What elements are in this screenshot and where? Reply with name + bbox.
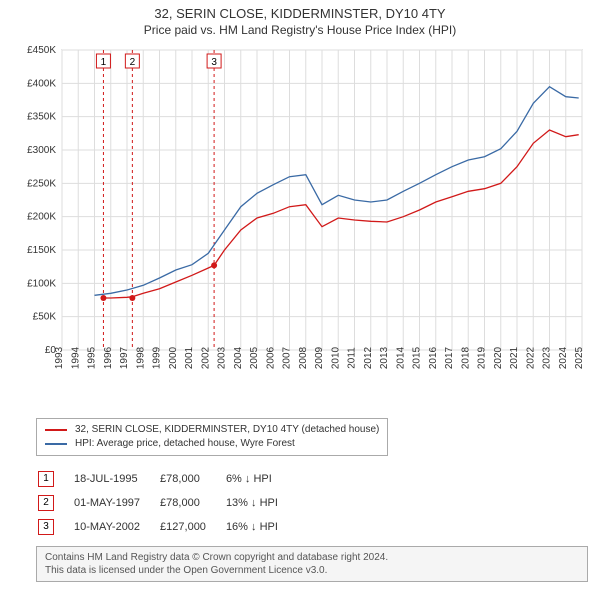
x-tick-label: 1995 (87, 346, 98, 369)
sale-marker-cell-vs-hpi: 13% ↓ HPI (226, 492, 296, 514)
sale-marker-cell-date: 01-MAY-1997 (74, 492, 158, 514)
x-tick-label: 2006 (265, 346, 276, 369)
title-area: 32, SERIN CLOSE, KIDDERMINSTER, DY10 4TY… (0, 0, 600, 38)
y-tick-label: £50K (33, 312, 57, 323)
x-tick-label: 1996 (103, 346, 114, 369)
y-tick-label: £450K (27, 45, 56, 56)
footer-line-2: This data is licensed under the Open Gov… (45, 564, 579, 577)
x-tick-label: 1999 (152, 346, 163, 369)
sale-marker-row: 1 18-JUL-1995£78,0006% ↓ HPI (38, 468, 296, 490)
sale-marker-cell-vs-hpi: 6% ↓ HPI (226, 468, 296, 490)
sale-marker-badge-number: 2 (130, 57, 136, 68)
legend-label: 32, SERIN CLOSE, KIDDERMINSTER, DY10 4TY… (75, 423, 379, 437)
sale-markers-table: 1 18-JUL-1995£78,0006% ↓ HPI 2 01-MAY-1997£… (36, 466, 298, 540)
sale-marker-point (100, 295, 106, 301)
x-tick-label: 2017 (444, 346, 455, 369)
chart-svg: £0£50K£100K£150K£200K£250K£300K£350K£400… (12, 44, 588, 404)
x-tick-label: 2001 (184, 346, 195, 369)
x-tick-label: 1998 (135, 346, 146, 369)
sale-marker-badge: 3 (38, 519, 54, 535)
x-tick-label: 2023 (542, 346, 553, 369)
x-tick-label: 2012 (363, 346, 374, 369)
legend: 32, SERIN CLOSE, KIDDERMINSTER, DY10 4TY… (36, 418, 388, 456)
x-tick-label: 2000 (168, 346, 179, 369)
sale-marker-cell-price: £78,000 (160, 468, 224, 490)
x-tick-label: 2014 (395, 346, 406, 369)
x-tick-label: 2011 (347, 347, 358, 369)
y-tick-label: £100K (27, 278, 56, 289)
y-tick-label: £350K (27, 112, 56, 123)
legend-swatch (45, 429, 67, 431)
legend-swatch (45, 443, 67, 445)
legend-label: HPI: Average price, detached house, Wyre… (75, 437, 295, 451)
x-tick-label: 2015 (412, 346, 423, 369)
sale-marker-cell-badge: 3 (38, 516, 72, 538)
x-tick-label: 1994 (70, 346, 81, 369)
y-tick-label: £250K (27, 178, 56, 189)
sale-marker-badge-number: 3 (211, 57, 217, 68)
footer-line-1: Contains HM Land Registry data © Crown c… (45, 551, 579, 564)
x-tick-label: 2004 (233, 346, 244, 369)
x-tick-label: 1993 (54, 346, 65, 369)
x-tick-label: 2020 (493, 346, 504, 369)
x-tick-label: 2013 (379, 346, 390, 369)
sale-marker-cell-vs-hpi: 16% ↓ HPI (226, 516, 296, 538)
chart-area: £0£50K£100K£150K£200K£250K£300K£350K£400… (12, 44, 588, 404)
sale-marker-cell-date: 18-JUL-1995 (74, 468, 158, 490)
sale-marker-cell-badge: 2 (38, 492, 72, 514)
y-tick-label: £300K (27, 145, 56, 156)
sale-marker-point (129, 295, 135, 301)
x-tick-label: 2007 (282, 346, 293, 369)
chart-subtitle: Price paid vs. HM Land Registry's House … (0, 23, 600, 39)
x-tick-label: 2018 (460, 346, 471, 369)
x-tick-label: 2010 (330, 346, 341, 369)
page-container: 32, SERIN CLOSE, KIDDERMINSTER, DY10 4TY… (0, 0, 600, 590)
sale-marker-cell-price: £78,000 (160, 492, 224, 514)
x-tick-label: 2025 (574, 346, 585, 369)
footer-box: Contains HM Land Registry data © Crown c… (36, 546, 588, 582)
x-tick-label: 2002 (200, 346, 211, 369)
y-tick-label: £400K (27, 78, 56, 89)
sale-marker-badge-number: 1 (101, 57, 107, 68)
sale-marker-cell-price: £127,000 (160, 516, 224, 538)
x-tick-label: 2008 (298, 346, 309, 369)
x-tick-label: 1997 (119, 346, 130, 369)
sale-marker-cell-date: 10-MAY-2002 (74, 516, 158, 538)
x-tick-label: 2003 (217, 346, 228, 369)
y-tick-label: £200K (27, 212, 56, 223)
sale-marker-cell-badge: 1 (38, 468, 72, 490)
sale-marker-row: 2 01-MAY-1997£78,00013% ↓ HPI (38, 492, 296, 514)
x-tick-label: 2005 (249, 346, 260, 369)
legend-item: 32, SERIN CLOSE, KIDDERMINSTER, DY10 4TY… (45, 423, 379, 437)
chart-title: 32, SERIN CLOSE, KIDDERMINSTER, DY10 4TY (0, 6, 600, 23)
x-tick-label: 2019 (477, 346, 488, 369)
x-tick-label: 2024 (558, 346, 569, 369)
sale-marker-row: 3 10-MAY-2002£127,00016% ↓ HPI (38, 516, 296, 538)
legend-item: HPI: Average price, detached house, Wyre… (45, 437, 379, 451)
y-tick-label: £150K (27, 245, 56, 256)
sale-marker-badge: 1 (38, 471, 54, 487)
sale-marker-point (211, 262, 217, 268)
x-tick-label: 2021 (509, 346, 520, 369)
x-tick-label: 2022 (525, 346, 536, 369)
x-tick-label: 2009 (314, 346, 325, 369)
sale-marker-badge: 2 (38, 495, 54, 511)
x-tick-label: 2016 (428, 346, 439, 369)
